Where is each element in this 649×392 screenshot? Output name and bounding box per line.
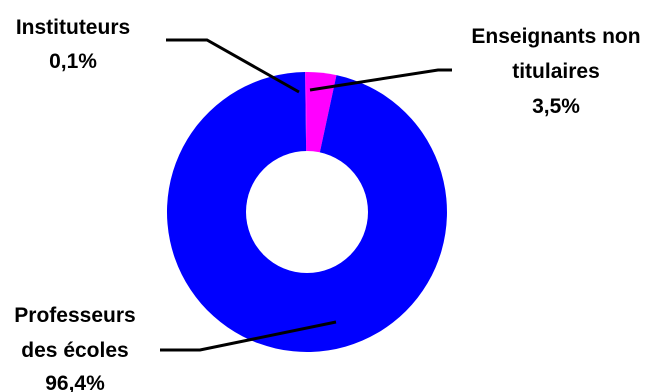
slice-value-professeurs: 96,4% <box>45 372 105 392</box>
leader-line-professeurs <box>160 320 337 352</box>
slice-label-instituteurs: Instituteurs <box>16 16 130 39</box>
slice-label-enseignants-line1: Enseignants non <box>471 25 640 48</box>
slice-label-enseignants-line2: titulaires <box>512 60 600 83</box>
slice-value-instituteurs: 0,1% <box>49 50 97 73</box>
slice-label-professeurs-line2: des écoles <box>21 339 128 362</box>
leader-line-enseignants <box>309 68 452 92</box>
slice-label-professeurs-line1: Professeurs <box>14 304 135 327</box>
leader-line-instituteurs <box>166 38 300 94</box>
donut-hole <box>246 151 368 273</box>
slice-value-enseignants: 3,5% <box>532 95 580 118</box>
